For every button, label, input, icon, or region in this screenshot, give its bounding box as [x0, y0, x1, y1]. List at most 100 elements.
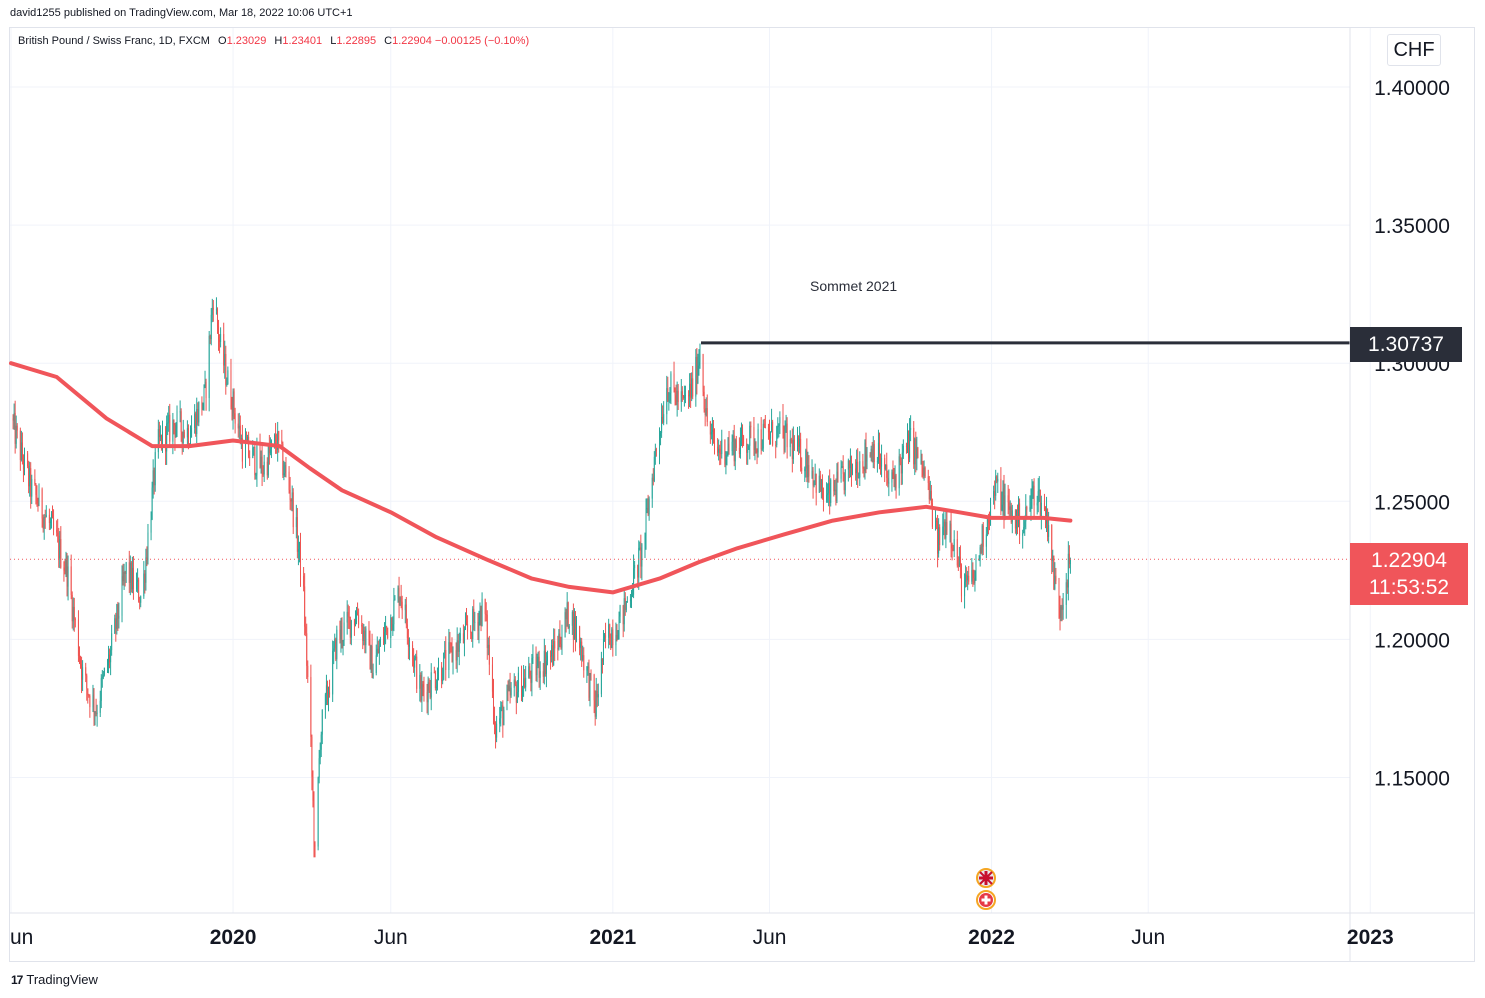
- candle-body: [182, 431, 184, 444]
- candle-body: [844, 469, 846, 491]
- candle-body: [433, 672, 435, 674]
- candle-body: [500, 707, 502, 719]
- candle-body: [239, 425, 241, 443]
- candle-body: [43, 517, 45, 529]
- candle-body: [884, 458, 886, 470]
- legend-low: 1.22895: [336, 35, 377, 47]
- candle-body: [87, 688, 89, 696]
- candle-body: [175, 428, 177, 438]
- candle-body: [103, 667, 105, 675]
- candle-body: [227, 370, 229, 384]
- candle-body: [986, 517, 988, 535]
- candle-body: [768, 432, 770, 439]
- candle-body: [525, 677, 527, 688]
- candle-body: [580, 641, 582, 648]
- candle-body: [568, 625, 570, 629]
- candle-body: [864, 442, 866, 471]
- candle-body: [108, 654, 110, 666]
- candle-body: [560, 644, 562, 648]
- currency-selector[interactable]: CHF: [1387, 34, 1441, 66]
- candle-body: [623, 598, 625, 625]
- candle-body: [101, 677, 103, 679]
- candle-body: [699, 354, 701, 363]
- tradingview-logo-icon: 17: [11, 972, 23, 987]
- candle-body: [139, 601, 141, 603]
- candle-body: [86, 675, 88, 689]
- candle-body: [38, 489, 40, 506]
- candle-body: [20, 442, 22, 460]
- candle-body: [834, 489, 836, 492]
- candle-body: [1004, 495, 1006, 518]
- candle-body: [319, 749, 321, 759]
- candle-body: [836, 471, 838, 502]
- candle-body: [746, 443, 748, 453]
- candle-body: [1025, 507, 1027, 522]
- candle-body: [169, 414, 171, 442]
- candle-body: [597, 694, 599, 698]
- candle-body: [275, 435, 277, 446]
- candle-body: [698, 362, 700, 366]
- candle-body: [1033, 485, 1035, 506]
- candle-body: [1036, 502, 1038, 506]
- candle-body: [702, 354, 704, 392]
- candle-body: [537, 656, 539, 666]
- candle-body: [990, 498, 992, 524]
- candle-body: [255, 474, 257, 476]
- candle-body: [797, 437, 799, 451]
- candle-body: [12, 418, 14, 421]
- candle-body: [727, 443, 729, 454]
- candle-body: [674, 387, 676, 396]
- swiss-flag-icon[interactable]: [976, 890, 996, 910]
- candle-body: [917, 447, 919, 459]
- candle-body: [688, 394, 690, 397]
- moving-average-line: [9, 361, 1073, 595]
- candle-body: [499, 718, 501, 724]
- candle-body: [881, 458, 883, 467]
- candle-body: [754, 442, 756, 450]
- candle-body: [724, 439, 726, 465]
- y-tick-label: 1.20000: [1374, 629, 1450, 652]
- candle-body: [307, 665, 309, 678]
- candle-body: [321, 709, 323, 735]
- candle-body: [858, 477, 860, 479]
- candle-body: [502, 705, 504, 726]
- candle-body: [60, 539, 62, 568]
- candle-body: [82, 667, 84, 680]
- publisher-line: david1255 published on TradingView.com, …: [10, 7, 353, 19]
- candle-body: [557, 648, 559, 650]
- candle-body: [704, 408, 706, 416]
- candle-body: [931, 503, 933, 527]
- candle-body: [728, 443, 730, 452]
- candle-body: [45, 514, 47, 518]
- candle-body: [705, 408, 707, 416]
- candle-body: [813, 480, 815, 486]
- candle-body: [368, 628, 370, 638]
- candle-body: [767, 427, 769, 433]
- candle-body: [1009, 506, 1011, 510]
- candle-body: [1038, 489, 1040, 492]
- candle-body: [219, 339, 221, 343]
- candle-body: [997, 478, 999, 482]
- candle-body: [859, 461, 861, 478]
- candle-body: [289, 489, 291, 500]
- candle-body: [731, 441, 733, 452]
- candle-body: [470, 631, 472, 633]
- candle-body: [956, 539, 958, 566]
- candle-body: [407, 638, 409, 647]
- candle-body: [117, 604, 119, 619]
- candle-body: [508, 685, 510, 690]
- candle-body: [459, 633, 461, 641]
- candle-body: [16, 425, 18, 431]
- uk-flag-icon[interactable]: [976, 868, 996, 888]
- footer-brand[interactable]: 17 TradingView: [11, 972, 98, 987]
- candle-body: [609, 624, 611, 645]
- candle-body: [589, 673, 591, 698]
- candle-body: [1003, 488, 1005, 518]
- candle-body: [487, 644, 489, 649]
- candle-body: [662, 416, 664, 423]
- candle-body: [616, 635, 618, 640]
- candle-body: [444, 650, 446, 653]
- candle-body: [484, 598, 486, 614]
- candle-body: [379, 638, 381, 647]
